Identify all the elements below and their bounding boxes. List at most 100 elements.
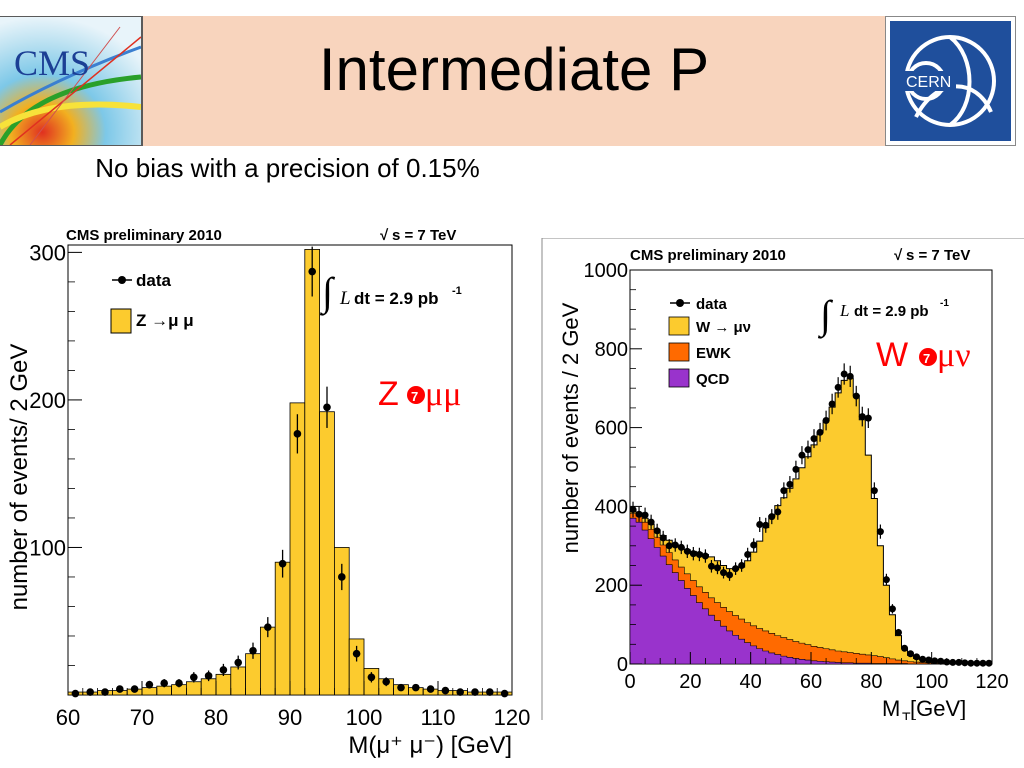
- x-tick-label: 0: [624, 671, 635, 693]
- data-point: [695, 550, 703, 558]
- data-point: [130, 685, 139, 693]
- x-tick-label: 20: [679, 671, 701, 693]
- mc-bar: [274, 561, 291, 696]
- y-tick-label: 300: [29, 240, 66, 265]
- arrow-icon: [407, 386, 425, 404]
- data-point: [219, 666, 228, 674]
- data-point: [635, 510, 643, 518]
- annotation-prefix: W: [876, 336, 908, 374]
- data-point: [882, 576, 890, 584]
- lumi-text: dt = 2.9 pb: [854, 303, 929, 320]
- data-point: [701, 552, 709, 560]
- data-point: [846, 372, 854, 380]
- header-band: [143, 16, 885, 146]
- mc-bar: [230, 666, 247, 696]
- data-point: [949, 658, 957, 666]
- w-mt-plot: CMS preliminary 2010 √ s = 7 TeV 0 20 40 60…: [541, 238, 1024, 720]
- data-point: [894, 628, 902, 636]
- lumi-label: ∫ L dt = 2.9 pb -1: [319, 269, 462, 316]
- data-point: [412, 683, 420, 692]
- data-point: [665, 542, 673, 550]
- z-mass-plot: CMS preliminary 2010 √ s = 7 TeV 60 70 80 9…: [6, 227, 530, 759]
- y-tick-label: 100: [29, 535, 66, 560]
- data-point: [101, 688, 109, 696]
- plot-header-right: s = 7 TeV: [906, 247, 970, 264]
- data-point: [71, 689, 80, 698]
- annotation-suffix: μν: [937, 337, 971, 374]
- data-point: [858, 413, 866, 421]
- data-point: [308, 267, 317, 276]
- data-point: [907, 650, 915, 658]
- data-point: [985, 659, 993, 667]
- data-point: [352, 649, 361, 658]
- legend: data W → μν EWK QCD: [668, 296, 751, 388]
- data-point: [249, 646, 257, 655]
- y-tick-label: 200: [29, 388, 66, 413]
- svg-text:7: 7: [411, 389, 418, 404]
- data-point: [870, 487, 878, 495]
- qcd-area: [629, 517, 992, 665]
- x-tick-label: 40: [740, 671, 762, 693]
- mc-bar: [245, 653, 261, 696]
- data-point: [486, 688, 494, 696]
- data-point: [744, 550, 752, 558]
- mc-bar: [215, 673, 232, 696]
- x-tick-label: 120: [975, 671, 1008, 693]
- y-axis-label: number of events / 2 GeV: [558, 302, 583, 553]
- lumi-L: L: [339, 288, 351, 309]
- data-point: [810, 435, 818, 443]
- legend-data-marker: [118, 276, 126, 284]
- y-axis-label: number of events/ 2 GeV: [6, 344, 33, 611]
- x-tick-label: 60: [800, 671, 822, 693]
- y-tick-label: 800: [595, 339, 628, 361]
- legend-ewk-label: EWK: [696, 345, 731, 362]
- mc-bar: [319, 411, 335, 696]
- data-point: [888, 605, 896, 613]
- legend-w-label: W → μν: [696, 319, 751, 336]
- data-point: [323, 403, 331, 412]
- data-point: [471, 688, 479, 696]
- data-point: [828, 400, 836, 408]
- data-point: [426, 685, 435, 693]
- data-point: [707, 562, 715, 570]
- data-point: [641, 511, 649, 519]
- integral-symbol: ∫: [817, 292, 834, 339]
- data-point: [768, 513, 776, 521]
- data-point: [955, 658, 963, 666]
- sqrt-s-label: √ s = 7 TeV: [380, 227, 456, 244]
- data-point: [901, 644, 909, 652]
- data-point: [792, 465, 800, 473]
- x-axis-label: M T [GeV]: [882, 696, 966, 720]
- legend-data-label: data: [696, 296, 728, 313]
- x-axis-label: M(μ⁺ μ⁻) [GeV]: [348, 732, 512, 759]
- legend-z-swatch: [110, 308, 132, 334]
- data-point: [234, 658, 242, 667]
- sqrt-s-label: √ s = 7 TeV: [894, 247, 970, 264]
- slide-subtitle: No bias with a precision of 0.15%: [95, 153, 480, 183]
- y-tick-label: 0: [617, 654, 628, 676]
- page-title: Intermediate P: [318, 36, 710, 103]
- plot-header-left: CMS preliminary 2010: [66, 227, 222, 244]
- mc-bar: [156, 685, 173, 696]
- data-point: [647, 518, 655, 526]
- legend-data-marker: [676, 299, 684, 307]
- y-tick-label: 200: [595, 575, 628, 597]
- data-point: [786, 480, 794, 488]
- data-point: [713, 564, 721, 572]
- cms-logo: CMS: [0, 16, 143, 147]
- data-point: [834, 383, 842, 391]
- plot-header-right: s = 7 TeV: [392, 227, 456, 244]
- svg-text:7: 7: [923, 351, 930, 366]
- data-point: [726, 571, 734, 579]
- arrow-icon: [919, 348, 937, 366]
- data-point: [738, 562, 746, 569]
- x-tick-label: 60: [56, 705, 80, 730]
- data-point: [925, 656, 933, 664]
- x-tick-label: 100: [915, 671, 948, 693]
- y-tick-label: 600: [595, 418, 628, 440]
- legend-qcd-swatch: [668, 368, 690, 388]
- data-point: [979, 659, 987, 667]
- cms-logo-text: CMS: [14, 43, 90, 83]
- data-point: [816, 428, 824, 436]
- data-point: [774, 508, 782, 516]
